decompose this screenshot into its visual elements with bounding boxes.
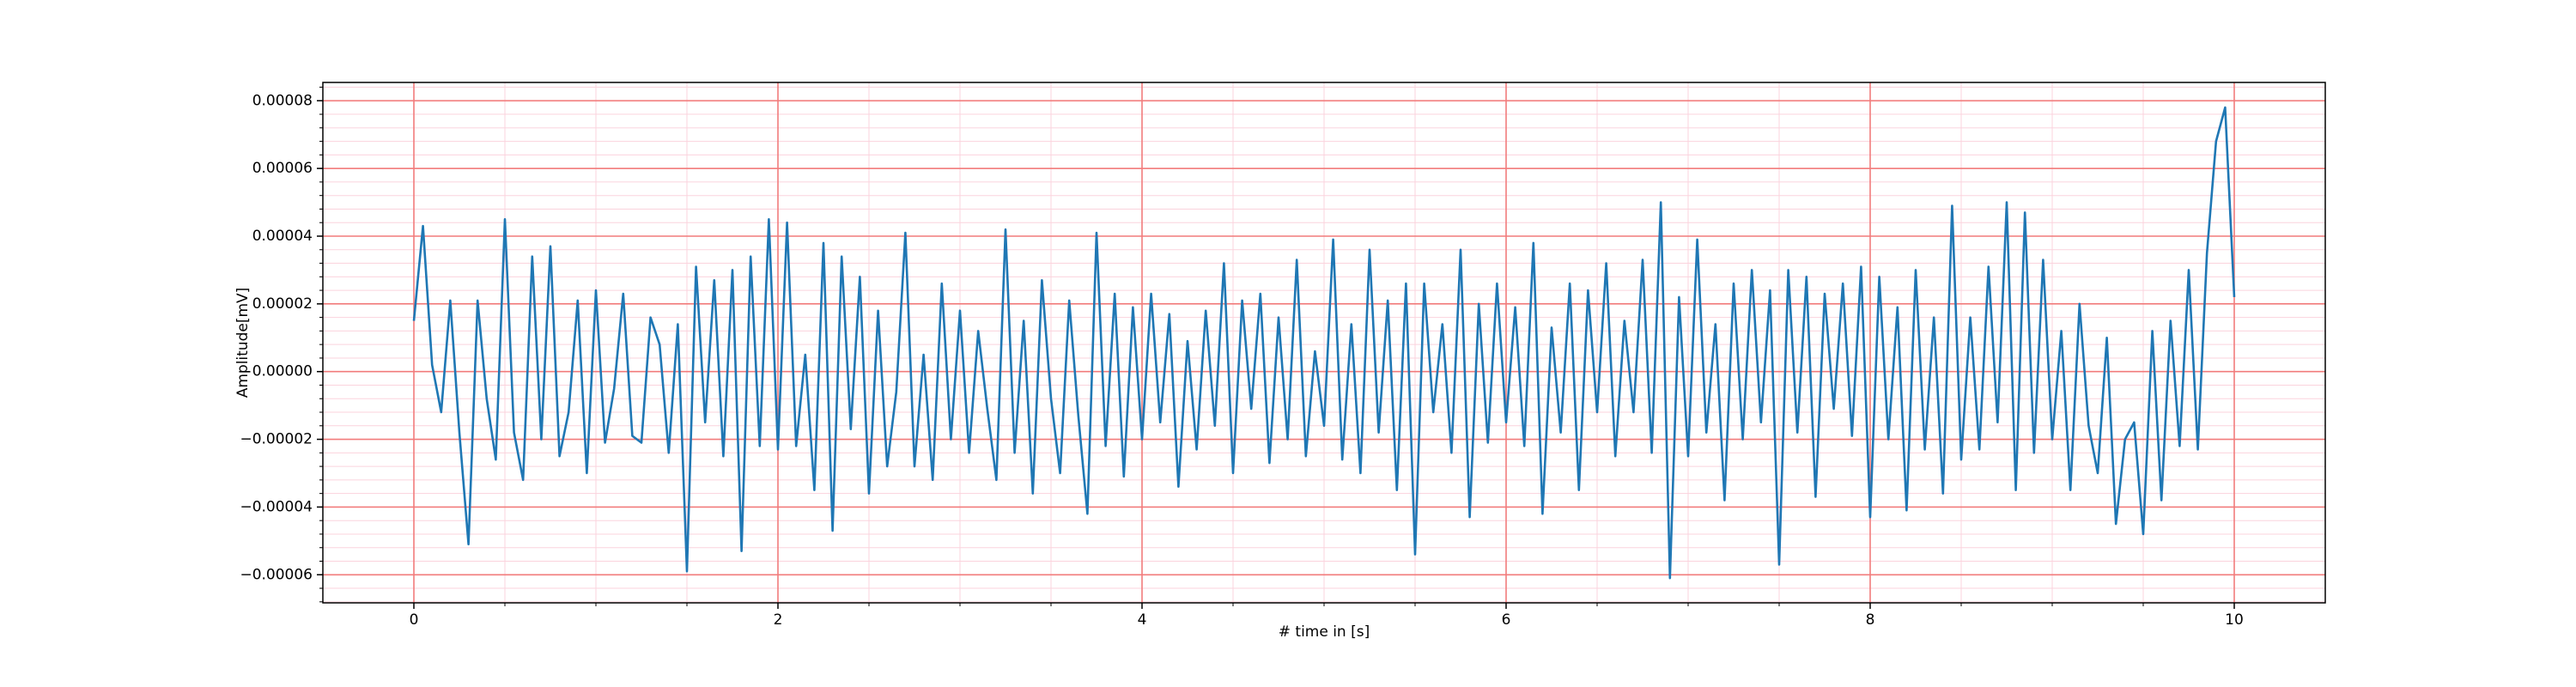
data-line xyxy=(412,106,2236,580)
y-tick-label: −0.00006 xyxy=(240,566,313,583)
x-tick-label: 8 xyxy=(1866,611,1875,629)
y-tick-label: 0.00000 xyxy=(252,363,313,380)
x-tick-label: 2 xyxy=(774,611,783,629)
y-tick-label: 0.00002 xyxy=(252,295,313,313)
y-tick-label: 0.00008 xyxy=(252,92,313,109)
x-tick-label: 4 xyxy=(1138,611,1147,629)
y-axis-label: Amplitude[mV] xyxy=(234,288,252,398)
plot-frame xyxy=(322,82,2326,604)
x-axis-label: # time in [s] xyxy=(1279,623,1370,641)
x-tick-label: 6 xyxy=(1502,611,1511,629)
x-tick-label: 0 xyxy=(410,611,419,629)
y-tick-label: 0.00004 xyxy=(252,228,313,245)
y-tick-label: 0.00006 xyxy=(252,160,313,177)
y-tick-label: −0.00004 xyxy=(240,498,313,515)
y-tick-label: −0.00002 xyxy=(240,431,313,448)
x-tick-label: 10 xyxy=(2225,611,2244,629)
